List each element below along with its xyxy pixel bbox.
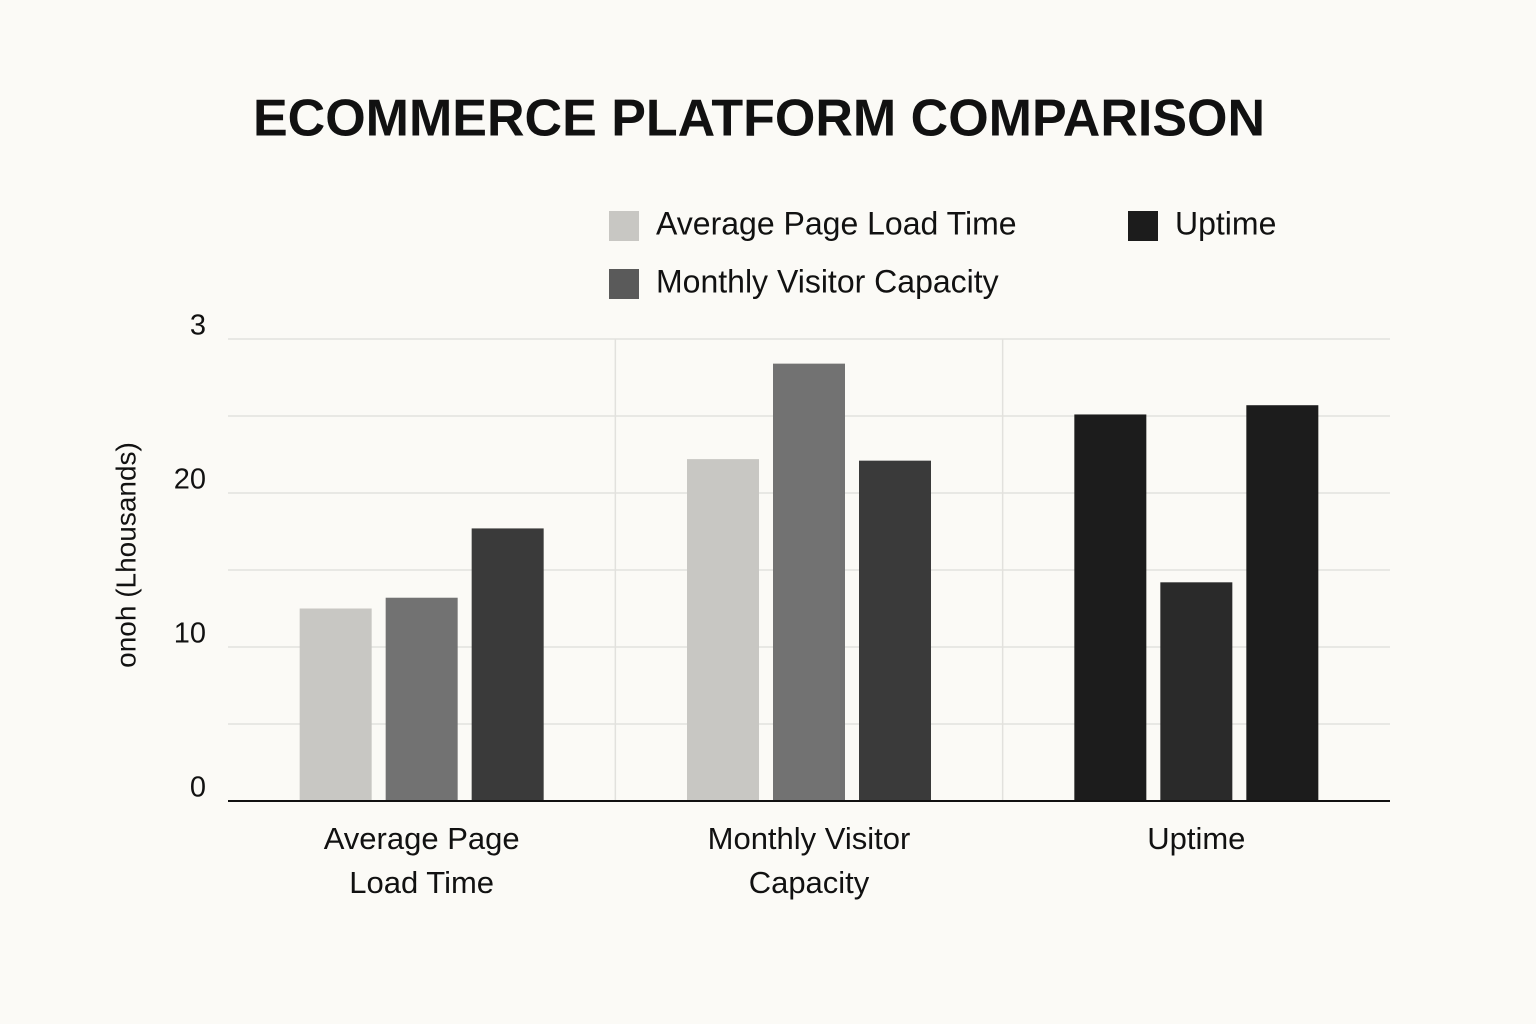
bar: [299, 608, 372, 801]
legend-swatch: [1128, 211, 1158, 241]
bar: [471, 528, 544, 801]
bar: [859, 460, 931, 801]
legend-swatch: [609, 211, 639, 241]
legend-label: Uptime: [1175, 205, 1276, 241]
bar: [1160, 582, 1233, 801]
legend-label: Average Page Load Time: [656, 205, 1017, 241]
x-tick-label: Average Page Load Time: [323, 821, 520, 900]
y-axis-label: onoh (Lhousands): [110, 442, 141, 668]
y-tick-label: 3: [190, 310, 206, 342]
y-tick-label: 20: [174, 464, 206, 496]
bar: [773, 363, 845, 801]
legend-label: Monthly Visitor Capacity: [656, 263, 999, 299]
chart-title: ECOMMERCE PLATFORM COMPARISON: [253, 90, 1265, 148]
x-tick-label: Uptime: [1147, 821, 1246, 856]
bar: [1074, 414, 1147, 801]
y-tick-label: 0: [190, 772, 206, 804]
x-tick-label: Monthly Visitor Capacity: [707, 821, 911, 900]
bar: [385, 597, 458, 801]
y-tick-label: 10: [174, 618, 206, 650]
legend-swatch: [609, 269, 639, 299]
bar: [1246, 405, 1319, 801]
bar: [687, 459, 759, 801]
